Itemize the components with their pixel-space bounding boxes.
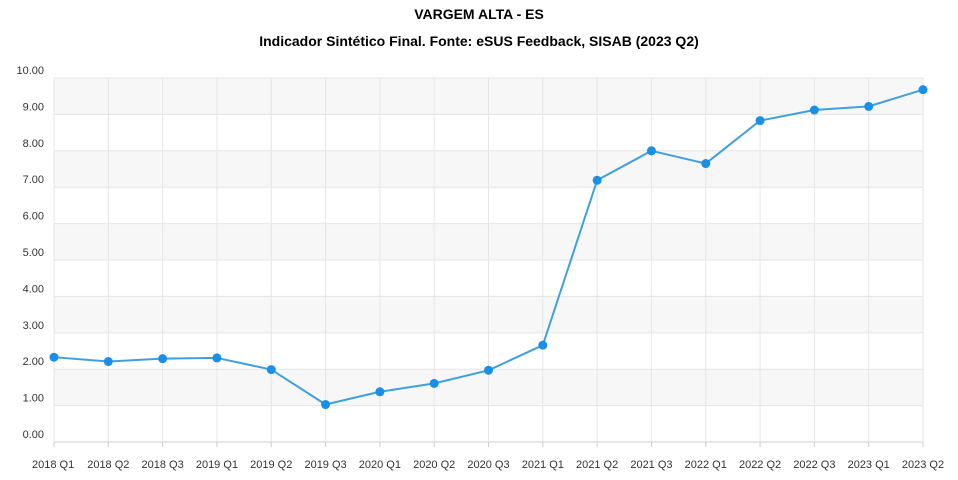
x-tick-label: 2022 Q1 [685,459,727,471]
x-tick-label: 2023 Q2 [902,459,944,471]
data-point[interactable] [103,357,113,367]
data-point[interactable] [755,116,765,126]
y-tick-label: 4.00 [23,283,44,295]
y-tick-label: 1.00 [23,393,44,405]
data-point[interactable] [375,387,385,397]
x-tick-label: 2020 Q2 [413,459,455,471]
data-point[interactable] [592,175,602,185]
y-tick-label: 8.00 [23,138,44,150]
x-tick-label: 2018 Q2 [87,459,129,471]
y-tick-label: 10.00 [16,65,44,77]
x-tick-label: 2021 Q2 [576,459,618,471]
x-tick-label: 2019 Q2 [250,459,292,471]
data-point[interactable] [158,354,168,364]
data-point[interactable] [484,365,493,375]
data-point[interactable] [646,146,656,156]
data-point[interactable] [538,340,548,350]
y-tick-label: 6.00 [23,211,44,223]
chart-title: VARGEM ALTA - ES [414,6,544,22]
data-point[interactable] [429,378,439,388]
series-group [49,85,928,410]
data-point[interactable] [918,85,928,95]
y-tick-label: 7.00 [23,174,44,186]
data-point[interactable] [701,159,711,169]
x-tick-label: 2021 Q1 [522,459,564,471]
x-tick-label: 2018 Q3 [142,459,184,471]
x-tick-label: 2020 Q1 [359,459,401,471]
data-point[interactable] [864,101,874,111]
y-axis: 0.00 1.00 2.00 3.00 4.00 5.00 6.00 7.00 8.00 9.00… [16,65,44,441]
x-tick-label: 2020 Q3 [467,459,509,471]
x-axis: 2018 Q1 2018 Q2 2018 Q3 2019 Q1 2019 Q2 2019 … [32,459,944,471]
y-tick-label: 2.00 [23,356,44,368]
y-tick-label: 5.00 [23,247,44,259]
data-point[interactable] [321,400,331,410]
x-tick-label: 2018 Q1 [32,459,74,471]
x-tick-label: 2022 Q3 [793,459,835,471]
x-tick-label: 2023 Q1 [848,459,890,471]
data-point[interactable] [809,105,819,115]
data-point[interactable] [49,352,59,362]
x-tick-label: 2022 Q2 [739,459,781,471]
x-tick-label: 2019 Q3 [304,459,346,471]
y-tick-label: 3.00 [23,320,44,332]
data-point[interactable] [212,353,222,363]
data-point[interactable] [266,365,276,375]
y-tick-label: 0.00 [23,429,44,441]
x-tick-label: 2019 Q1 [196,459,238,471]
y-tick-label: 9.00 [23,101,44,113]
x-tick-label: 2021 Q3 [630,459,672,471]
chart-subtitle: Indicador Sintético Final. Fonte: eSUS F… [259,33,699,49]
